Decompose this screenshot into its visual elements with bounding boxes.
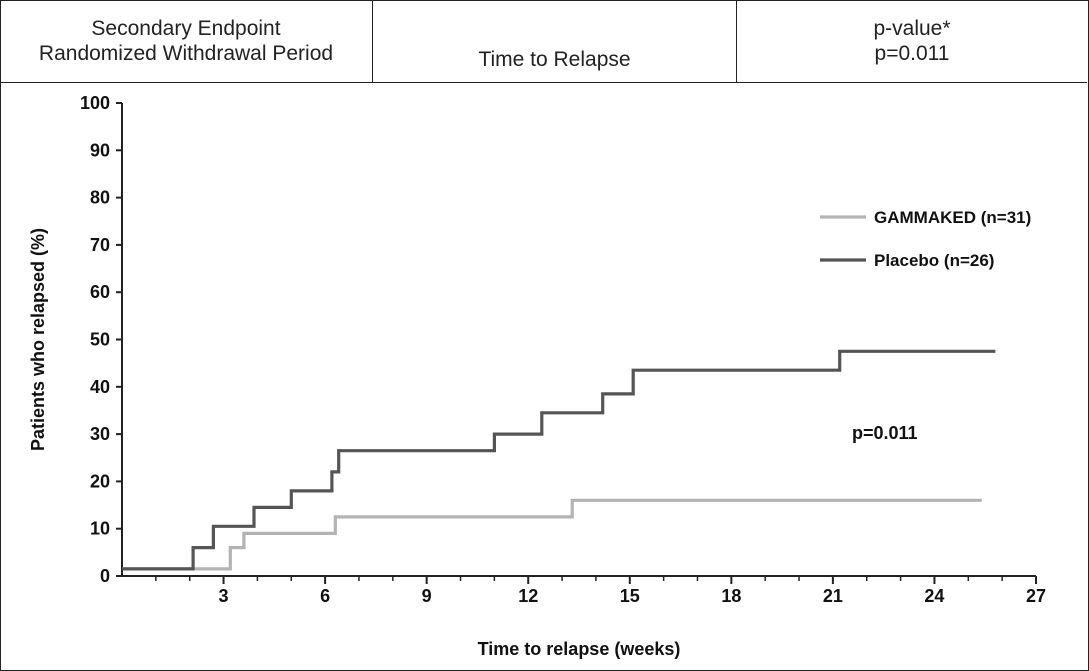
relapse-chart: 0 10 20 30 40 50 60 70 80 90 100 3 6 9 12 15 18 21 24 27 GA… bbox=[28, 93, 1046, 659]
y-axis-title: Patients who relapsed (%) bbox=[28, 228, 48, 451]
y-tick-label: 10 bbox=[90, 519, 110, 539]
x-tick-label: 15 bbox=[620, 586, 640, 606]
x-tick-label: 18 bbox=[721, 586, 741, 606]
y-tick-label: 30 bbox=[90, 424, 110, 444]
y-tick-label: 90 bbox=[90, 140, 110, 160]
chart-series bbox=[122, 349, 996, 571]
chart-legend: GAMMAKED (n=31) Placebo (n=26) bbox=[820, 208, 1031, 270]
header-measure-label: Time to Relapse bbox=[478, 48, 631, 71]
header-pvalue-value: p=0.011 bbox=[874, 42, 950, 65]
x-tick-label: 27 bbox=[1026, 586, 1046, 606]
legend-label-gammaked: GAMMAKED (n=31) bbox=[874, 208, 1031, 227]
series-line-placebo bbox=[122, 349, 996, 571]
header-pvalue-cell: p-value* p=0.011 bbox=[737, 0, 1087, 82]
x-tick-label: 12 bbox=[518, 586, 538, 606]
header-table: Secondary Endpoint Randomized Withdrawal… bbox=[0, 0, 1087, 83]
header-endpoint-line2: Randomized Withdrawal Period bbox=[38, 42, 334, 65]
header-endpoint-line1: Secondary Endpoint bbox=[91, 17, 281, 40]
y-tick-label: 0 bbox=[100, 566, 110, 586]
y-tick-label: 40 bbox=[90, 377, 110, 397]
header-measure-cell: Time to Relapse bbox=[373, 0, 737, 82]
y-tick-label: 80 bbox=[90, 188, 110, 208]
y-tick-label: 60 bbox=[90, 282, 110, 302]
y-tick-label: 100 bbox=[80, 93, 110, 113]
x-tick-label: 9 bbox=[422, 586, 432, 606]
y-tick-label: 20 bbox=[90, 471, 110, 491]
series-line-gammaked bbox=[122, 498, 982, 571]
p-value-annotation: p=0.011 bbox=[852, 423, 918, 443]
chart-axes: 0 10 20 30 40 50 60 70 80 90 100 3 6 9 12 15 18 21 24 27 bbox=[80, 93, 1046, 606]
x-tick-label: 6 bbox=[320, 586, 330, 606]
y-tick-label: 50 bbox=[90, 330, 110, 350]
x-tick-label: 3 bbox=[219, 586, 229, 606]
legend-label-placebo: Placebo (n=26) bbox=[874, 251, 994, 270]
header-pvalue-label: p-value* bbox=[873, 17, 951, 40]
x-axis-title: Time to relapse (weeks) bbox=[478, 639, 681, 659]
header-endpoint-cell: Secondary Endpoint Randomized Withdrawal… bbox=[0, 0, 373, 82]
x-tick-label: 24 bbox=[924, 586, 944, 606]
y-tick-label: 70 bbox=[90, 235, 110, 255]
x-tick-label: 21 bbox=[823, 586, 843, 606]
